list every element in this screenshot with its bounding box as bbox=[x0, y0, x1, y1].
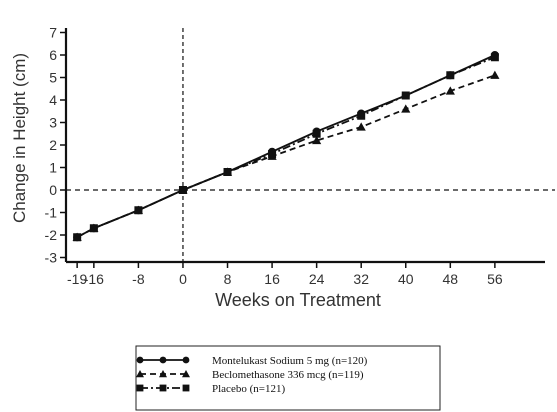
y-tick-label: -2 bbox=[45, 227, 58, 243]
legend-marker-1 bbox=[182, 356, 190, 364]
legend-marker-3 bbox=[159, 384, 167, 392]
legend-label-3: Placebo (n=121) bbox=[212, 383, 285, 395]
x-tick-label: 48 bbox=[443, 271, 459, 287]
series-3-point bbox=[89, 224, 98, 233]
y-tick-label: 1 bbox=[49, 160, 57, 176]
legend-marker-1 bbox=[159, 356, 167, 364]
y-tick-label: 3 bbox=[49, 115, 57, 131]
x-tick-label: -16 bbox=[84, 271, 104, 287]
x-tick-label: -8 bbox=[132, 271, 145, 287]
series-2-point bbox=[356, 122, 366, 131]
legend-label-1: Montelukast Sodium 5 mg (n=120) bbox=[212, 355, 368, 367]
x-tick-label: 40 bbox=[398, 271, 414, 287]
legend-marker-2 bbox=[159, 370, 167, 378]
series-3-point bbox=[357, 111, 366, 120]
series-3-point bbox=[223, 168, 232, 176]
series-2-point bbox=[445, 86, 455, 95]
y-tick-label: 6 bbox=[49, 47, 57, 63]
legend: Montelukast Sodium 5 mg (n=120) Beclometh… bbox=[135, 345, 441, 411]
series-3-point bbox=[446, 71, 455, 80]
series-3-point bbox=[73, 233, 82, 242]
series-3-point bbox=[178, 186, 187, 194]
legend-label-2: Beclomethasone 336 mcg (n=119) bbox=[212, 369, 364, 381]
x-tick-label: 32 bbox=[353, 271, 369, 287]
legend-marker-1 bbox=[136, 356, 144, 364]
series-2-point bbox=[312, 135, 322, 145]
legend-marker-2 bbox=[136, 370, 144, 378]
series-3-point bbox=[312, 129, 321, 138]
legend-marker-3 bbox=[136, 384, 144, 392]
y-tick-label: 4 bbox=[49, 92, 57, 108]
y-tick-label: 2 bbox=[49, 137, 57, 153]
series-3-point bbox=[134, 206, 143, 215]
legend-box bbox=[135, 345, 441, 411]
y-tick-label: 5 bbox=[49, 70, 57, 86]
y-axis-label: Change in Height (cm) bbox=[10, 53, 29, 223]
x-tick-label: 56 bbox=[487, 271, 503, 287]
series-2-point bbox=[490, 70, 500, 79]
x-tick-label: 24 bbox=[309, 271, 325, 287]
series-3-point bbox=[490, 53, 499, 62]
y-tick-label: -1 bbox=[45, 205, 58, 221]
legend-marker-3 bbox=[182, 384, 190, 392]
series-3-point bbox=[268, 150, 277, 158]
series-2-point bbox=[401, 104, 411, 113]
y-tick-label: 7 bbox=[49, 25, 57, 41]
x-tick-label: 0 bbox=[179, 271, 187, 287]
legend-marker-2 bbox=[182, 370, 190, 378]
y-tick-label: -3 bbox=[45, 250, 58, 266]
y-tick-label: 0 bbox=[49, 182, 57, 198]
x-tick-label: 8 bbox=[224, 271, 232, 287]
series-3-point bbox=[401, 91, 410, 100]
x-tick-label: -19 bbox=[67, 271, 87, 287]
x-axis-label: Weeks on Treatment bbox=[215, 290, 381, 310]
x-tick-label: 16 bbox=[264, 271, 280, 287]
